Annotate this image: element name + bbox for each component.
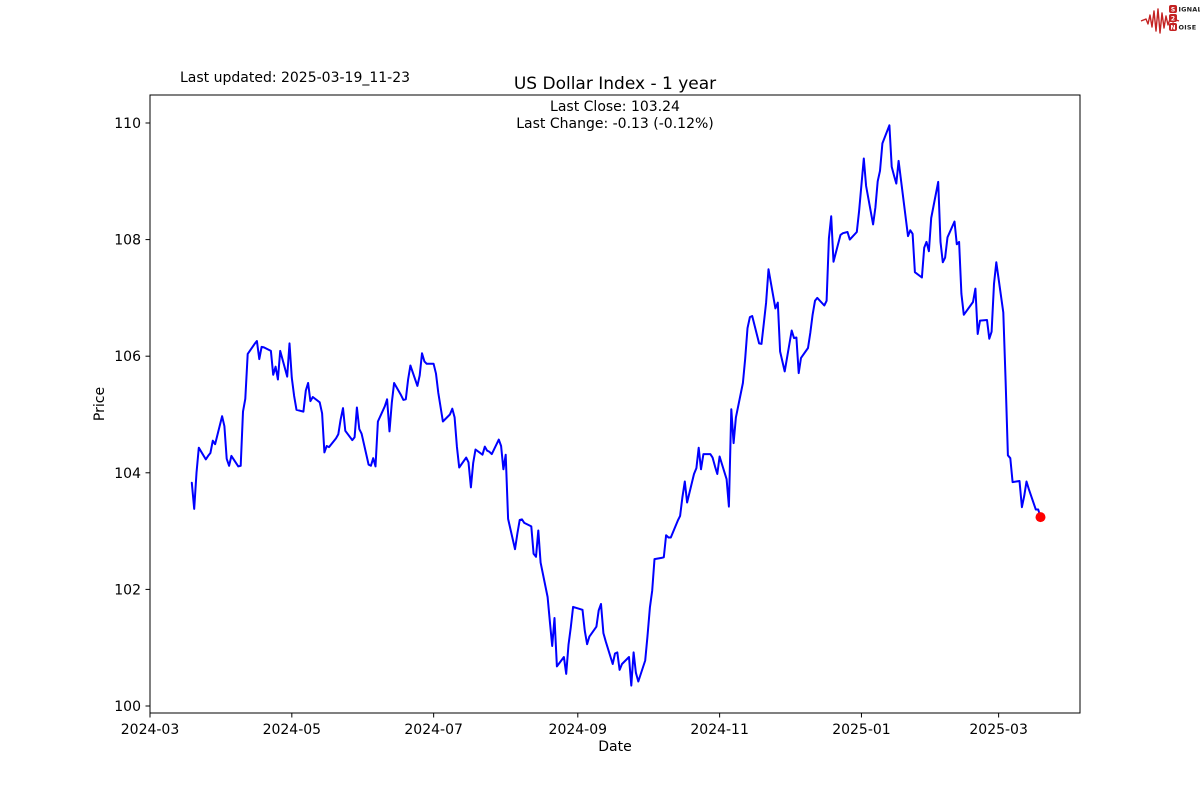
x-axis-label: Date [598, 739, 631, 755]
logo-letter-box-2 [1169, 14, 1177, 22]
logo-text-oise: OISE [1179, 23, 1197, 31]
logo-text-ignal: IGNAL [1179, 5, 1200, 13]
x-tick-label: 2024-05 [263, 722, 322, 738]
y-axis-ticks: 100 102 104 106 108 110 [114, 116, 150, 715]
y-tick-label: 104 [114, 466, 141, 482]
last-updated-annotation: Last updated: 2025-03-19_11-23 [180, 70, 410, 86]
logo-letter-box-n [1169, 23, 1177, 31]
x-tick-label: 2025-03 [969, 722, 1028, 738]
x-tick-label: 2024-03 [121, 722, 180, 738]
logo-initial-n: N [1170, 24, 1175, 31]
price-line-series [190, 124, 1042, 687]
logo-initial-s: S [1171, 6, 1175, 13]
y-tick-label: 100 [114, 699, 141, 715]
plot-area-border [149, 94, 1081, 714]
chart-subtitle-last-change: Last Change: -0.13 (-0.12%) [516, 116, 714, 132]
y-axis-label: Price [92, 387, 108, 421]
x-tick-label: 2024-07 [404, 722, 463, 738]
last-close-marker-dot [1035, 512, 1046, 523]
y-tick-label: 102 [114, 582, 141, 598]
x-tick-label: 2024-11 [690, 722, 749, 738]
y-tick-label: 106 [114, 349, 141, 365]
logo-letter-box-s [1169, 5, 1177, 13]
y-tick-label: 108 [114, 233, 141, 249]
x-tick-label: 2024-09 [549, 722, 608, 738]
signal-2-noise-logo: S IGNAL 2 N OISE [1140, 5, 1200, 34]
x-tick-label: 2025-01 [832, 722, 891, 738]
logo-middle-2: 2 [1171, 15, 1175, 22]
x-axis-ticks: 2024-03 2024-05 2024-07 2024-09 2024-11 2025-… [121, 713, 1028, 738]
y-tick-label: 110 [114, 116, 141, 132]
chart-title: US Dollar Index - 1 year [514, 74, 716, 94]
chart-subtitle-last-close: Last Close: 103.24 [550, 99, 680, 115]
